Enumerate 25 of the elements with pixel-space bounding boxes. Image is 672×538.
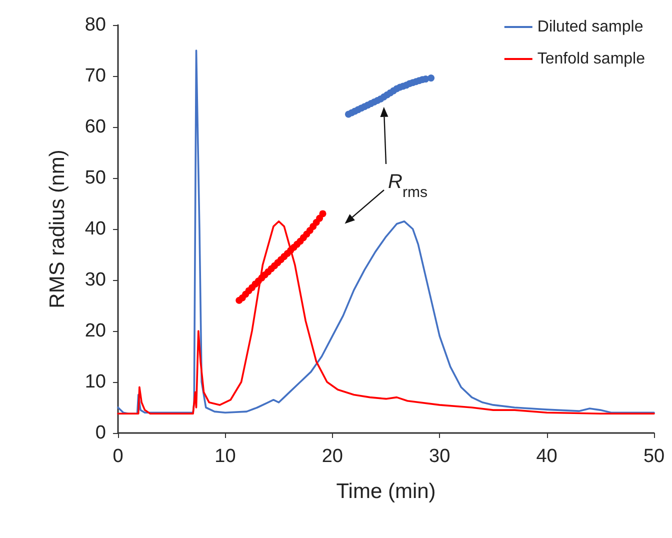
point	[428, 74, 435, 82]
y-tick-label: 50	[84, 168, 106, 188]
line-series	[117, 220, 655, 415]
y-axis-title: RMS radius (nm)	[46, 150, 69, 308]
legend-label: Diluted sample	[537, 18, 644, 36]
x-tick-label: 0	[112, 446, 124, 467]
point	[319, 210, 326, 218]
x-tick-label: 50	[643, 446, 665, 467]
x-tick-label: 30	[429, 446, 450, 467]
x-tick-label: 20	[322, 446, 343, 467]
line-series	[117, 50, 655, 415]
y-tick-label: 30	[84, 270, 106, 290]
legend-label: Tenfold sample	[537, 50, 646, 68]
x-tick-label: 10	[214, 446, 236, 467]
x-tick-label: 40	[536, 446, 558, 467]
y-tick-label: 80	[84, 14, 106, 36]
point	[316, 214, 324, 222]
y-tick-label: 20	[84, 320, 106, 342]
y-tick-label: 0	[95, 422, 106, 444]
annotation: R$_{rms}$	[388, 171, 428, 200]
x-axis-title: Time (min)	[336, 480, 436, 503]
y-tick-label: 70	[84, 66, 106, 86]
y-tick-label: 40	[84, 218, 106, 240]
y-tick-label: 10	[84, 372, 106, 392]
y-tick-label: 60	[84, 116, 106, 138]
